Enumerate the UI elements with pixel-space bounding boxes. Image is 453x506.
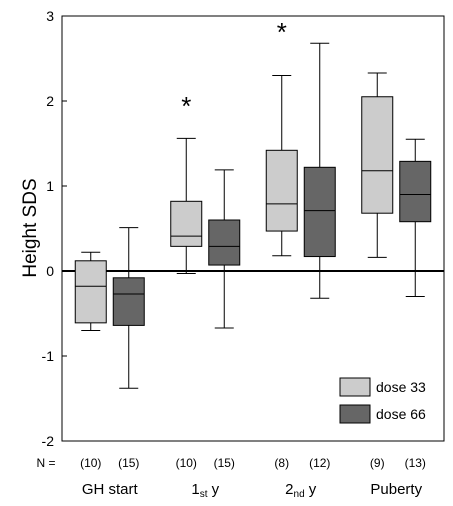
box-dose-33-0 xyxy=(74,251,107,331)
box-iqr xyxy=(265,149,298,232)
box-dose-66-3 xyxy=(399,138,432,297)
n-prefix: N = xyxy=(36,456,55,470)
y-tick-label: 2 xyxy=(46,93,54,109)
box-dose-66-0 xyxy=(112,227,145,389)
box-dose-33-2 xyxy=(265,75,298,257)
box-iqr xyxy=(74,260,107,324)
box-iqr xyxy=(208,219,241,266)
y-axis: -2 -1 0 1 2 3 xyxy=(42,8,67,449)
n-count: (13) xyxy=(405,456,426,470)
n-count: (15) xyxy=(214,456,235,470)
y-tick-label: 3 xyxy=(46,8,54,24)
y-tick-label: 0 xyxy=(46,263,54,279)
significance-asterisk: * xyxy=(277,17,287,47)
n-count: (8) xyxy=(274,456,289,470)
y-tick-label: 1 xyxy=(46,178,54,194)
legend-swatch xyxy=(339,404,371,424)
box-dose-33-3 xyxy=(361,72,394,258)
y-tick-label: -2 xyxy=(42,433,55,449)
n-count: (10) xyxy=(176,456,197,470)
n-count: (9) xyxy=(370,456,385,470)
n-count: (15) xyxy=(118,456,139,470)
annotations: ** xyxy=(181,17,287,121)
box-dose-66-2 xyxy=(303,42,336,299)
x-category-label: Puberty xyxy=(370,481,422,498)
box-iqr xyxy=(399,160,432,223)
x-category-label: 1st y xyxy=(191,481,219,500)
legend-label: dose 66 xyxy=(376,406,426,422)
box-dose-33-1 xyxy=(170,137,203,275)
box-iqr xyxy=(112,277,145,326)
legend-label: dose 33 xyxy=(376,379,426,395)
box-iqr xyxy=(361,96,394,214)
x-category-label: GH start xyxy=(82,481,139,498)
significance-asterisk: * xyxy=(181,91,191,121)
box-iqr xyxy=(303,166,336,258)
n-count: (12) xyxy=(309,456,330,470)
legend-swatch xyxy=(339,377,371,397)
legend: dose 33 dose 66 xyxy=(339,377,426,424)
y-tick-label: -1 xyxy=(42,348,55,364)
x-category-label: 2nd y xyxy=(285,481,317,500)
n-count: (10) xyxy=(80,456,101,470)
plot-frame xyxy=(61,15,445,442)
box-dose-66-1 xyxy=(208,169,241,329)
y-axis-label: Height SDS xyxy=(20,178,41,277)
box-iqr xyxy=(170,200,203,247)
box-group xyxy=(74,42,432,389)
x-axis: N = (10) (10) (8) (9) (15) (15) (12) (13) GH star… xyxy=(36,456,425,500)
